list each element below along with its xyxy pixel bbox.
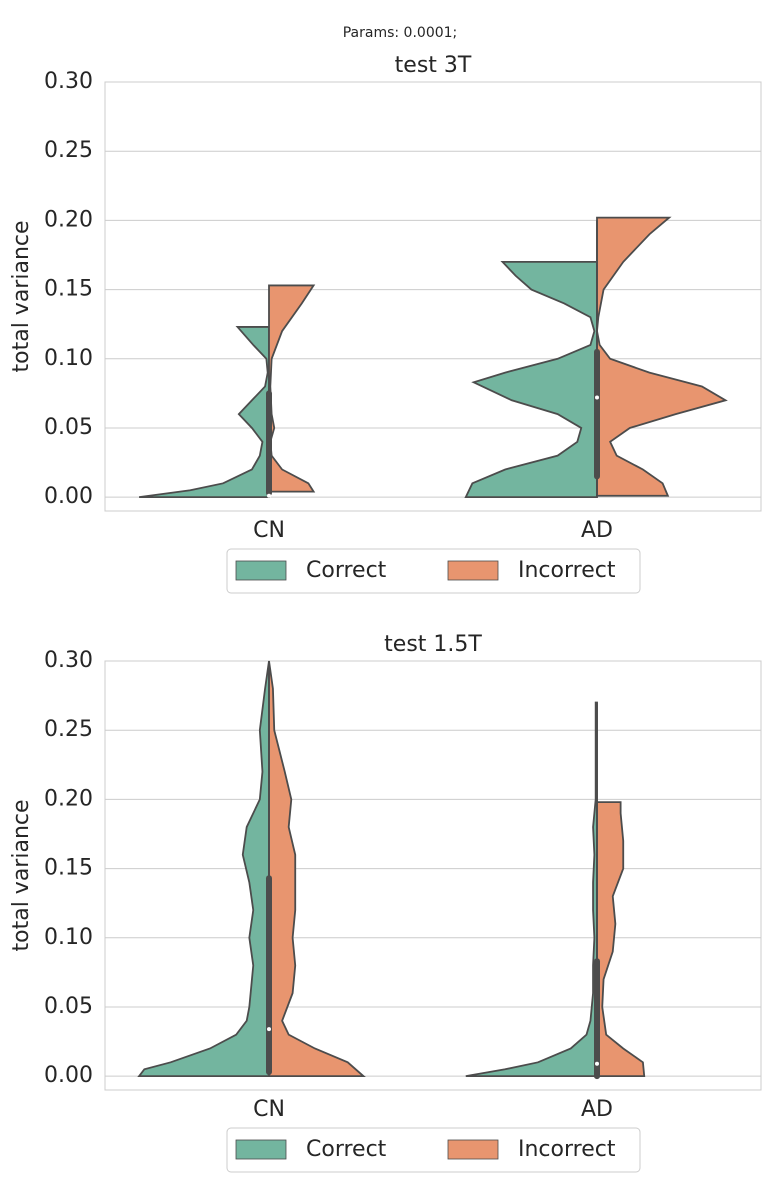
x-tick-label: CN: [253, 518, 285, 543]
y-tick-label: 0.30: [44, 648, 93, 673]
violin-half: [596, 216, 728, 497]
box-median: [595, 1061, 599, 1066]
plot-area: [104, 81, 762, 512]
x-tick-label: AD: [581, 1097, 613, 1122]
y-axis-label: total variance: [9, 799, 34, 951]
violin-half: [268, 660, 366, 1078]
legend-label: Incorrect: [518, 558, 616, 583]
y-tick-label: 0.00: [44, 1063, 93, 1088]
legend-frame: [226, 1127, 641, 1173]
x-tick-label: CN: [253, 1097, 285, 1122]
legend-swatch: [447, 560, 499, 581]
y-tick-label: 0.10: [44, 346, 93, 371]
violin-half: [464, 261, 598, 499]
y-tick-label: 0.15: [44, 856, 93, 881]
legend-label: Correct: [306, 1137, 387, 1162]
legend-swatch: [447, 1139, 499, 1160]
y-tick-label: 0.20: [44, 207, 93, 232]
box-median: [595, 395, 599, 400]
y-tick-label: 0.10: [44, 925, 93, 950]
violin-half: [138, 326, 270, 499]
legend-swatch: [235, 1139, 287, 1160]
violin-half: [596, 801, 646, 1078]
legend-swatch: [235, 560, 287, 581]
y-tick-label: 0.05: [44, 994, 93, 1019]
y-axis-label: total variance: [9, 220, 34, 372]
x-tick-label: AD: [581, 518, 613, 543]
violin-half: [465, 701, 598, 1078]
chart-title: test 1.5T: [384, 632, 482, 657]
y-tick-label: 0.00: [44, 484, 93, 509]
box-median: [267, 1027, 271, 1032]
y-tick-label: 0.15: [44, 277, 93, 302]
y-tick-label: 0.25: [44, 138, 93, 163]
y-tick-label: 0.25: [44, 717, 93, 742]
box-median: [267, 493, 271, 498]
legend-label: Incorrect: [518, 1137, 616, 1162]
chart-title: test 3T: [395, 53, 472, 78]
figure-title: Params: 0.0001;: [343, 25, 458, 41]
violin-half: [268, 284, 316, 493]
y-tick-label: 0.30: [44, 69, 93, 94]
legend-label: Correct: [306, 558, 387, 583]
y-tick-label: 0.20: [44, 786, 93, 811]
violin-half: [137, 660, 270, 1078]
y-tick-label: 0.05: [44, 415, 93, 440]
plot-area: [104, 660, 762, 1091]
legend-frame: [226, 548, 641, 594]
